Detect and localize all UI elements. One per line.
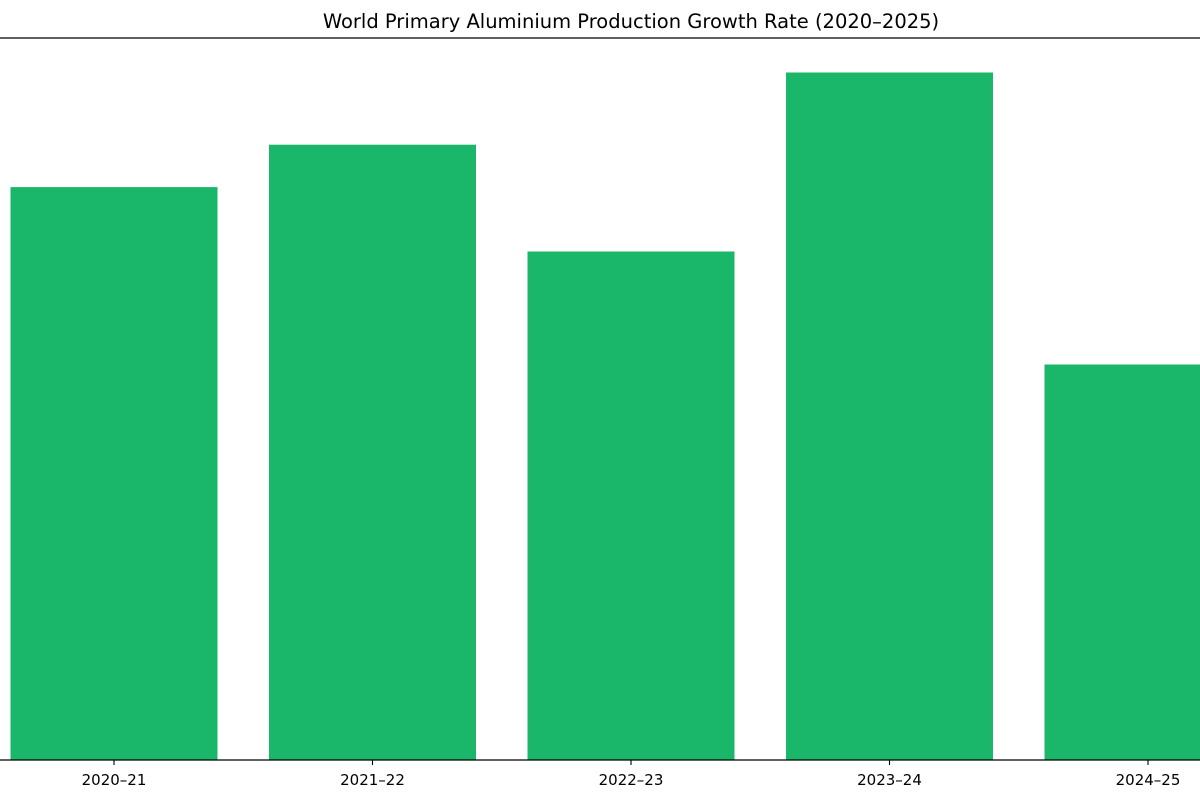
x-tick-label-3: 2023–24 xyxy=(857,771,922,789)
bar-1 xyxy=(269,144,476,760)
bars-group xyxy=(10,72,1200,761)
x-tick-label-4: 2024–25 xyxy=(1116,771,1181,789)
x-tick-label-1: 2021–22 xyxy=(340,771,405,789)
bar-0 xyxy=(10,187,218,761)
chart-title: World Primary Aluminium Production Growt… xyxy=(323,10,939,33)
x-tick-label-0: 2020–21 xyxy=(82,771,147,789)
bar-2 xyxy=(527,251,735,760)
x-ticks-group: 2020–21 2021–22 2022–23 2023–24 2024–25 xyxy=(82,760,1181,789)
bar-3 xyxy=(786,72,993,760)
bar-4 xyxy=(1044,364,1200,760)
x-tick-label-2: 2022–23 xyxy=(599,771,664,789)
